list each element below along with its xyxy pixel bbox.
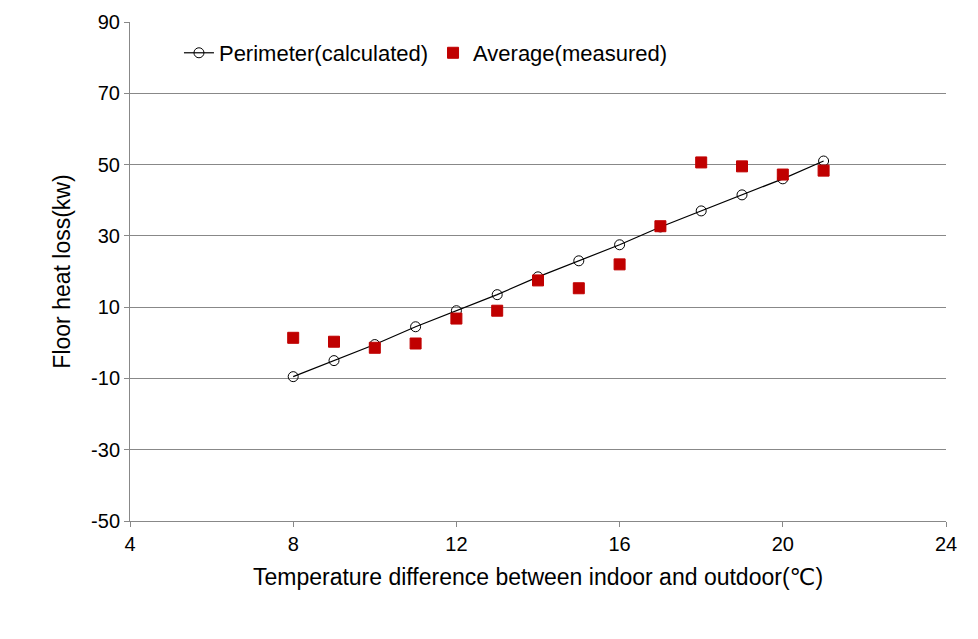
svg-text:24: 24 bbox=[935, 533, 957, 555]
svg-text:-50: -50 bbox=[91, 510, 120, 532]
svg-text:Floor heat loss(kw): Floor heat loss(kw) bbox=[49, 174, 75, 368]
svg-text:Perimeter(calculated): Perimeter(calculated) bbox=[219, 41, 428, 66]
svg-text:90: 90 bbox=[98, 11, 120, 33]
svg-text:-30: -30 bbox=[91, 439, 120, 461]
svg-text:Temperature difference between: Temperature difference between indoor an… bbox=[253, 564, 823, 590]
svg-text:Average(measured): Average(measured) bbox=[473, 41, 667, 66]
svg-text:4: 4 bbox=[124, 533, 135, 555]
svg-text:-10: -10 bbox=[91, 367, 120, 389]
svg-text:50: 50 bbox=[98, 154, 120, 176]
svg-text:30: 30 bbox=[98, 225, 120, 247]
svg-text:16: 16 bbox=[608, 533, 630, 555]
svg-text:12: 12 bbox=[445, 533, 467, 555]
svg-text:10: 10 bbox=[98, 296, 120, 318]
svg-text:70: 70 bbox=[98, 82, 120, 104]
svg-text:8: 8 bbox=[288, 533, 299, 555]
svg-text:20: 20 bbox=[772, 533, 794, 555]
